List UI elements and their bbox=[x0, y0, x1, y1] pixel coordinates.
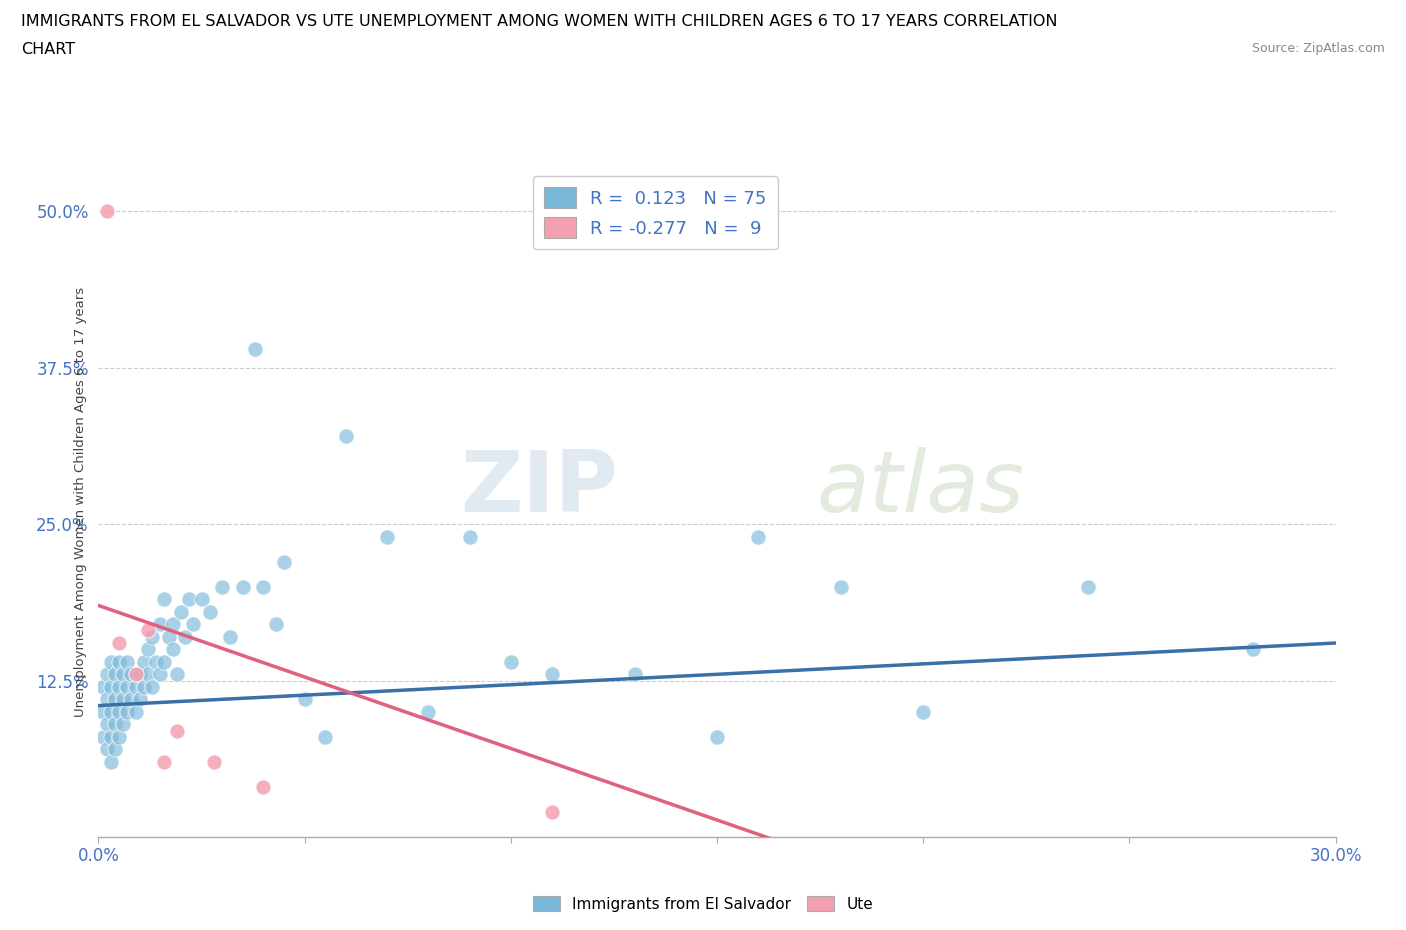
Text: CHART: CHART bbox=[21, 42, 75, 57]
Point bbox=[91, 680, 114, 695]
Point bbox=[418, 704, 440, 719]
Point bbox=[179, 591, 201, 606]
Point bbox=[243, 341, 266, 356]
Point bbox=[541, 667, 564, 682]
Point bbox=[141, 630, 163, 644]
Point bbox=[108, 655, 131, 670]
Point bbox=[166, 667, 188, 682]
Point bbox=[912, 704, 935, 719]
Point bbox=[202, 754, 225, 769]
Point bbox=[100, 655, 122, 670]
Point bbox=[219, 630, 242, 644]
Point bbox=[232, 579, 254, 594]
Point bbox=[141, 680, 163, 695]
Point bbox=[117, 655, 139, 670]
Point bbox=[108, 635, 131, 650]
Point bbox=[128, 667, 150, 682]
Point bbox=[162, 642, 184, 657]
Point bbox=[157, 630, 180, 644]
Point bbox=[96, 742, 118, 757]
Point bbox=[174, 630, 197, 644]
Point bbox=[124, 680, 146, 695]
Point bbox=[149, 667, 172, 682]
Point bbox=[117, 704, 139, 719]
Point bbox=[108, 704, 131, 719]
Legend: R =  0.123   N = 75, R = -0.277   N =  9: R = 0.123 N = 75, R = -0.277 N = 9 bbox=[533, 177, 778, 249]
Point bbox=[96, 204, 118, 219]
Point bbox=[112, 667, 135, 682]
Point bbox=[112, 717, 135, 732]
Point bbox=[375, 529, 398, 544]
Point bbox=[541, 804, 564, 819]
Text: IMMIGRANTS FROM EL SALVADOR VS UTE UNEMPLOYMENT AMONG WOMEN WITH CHILDREN AGES 6: IMMIGRANTS FROM EL SALVADOR VS UTE UNEMP… bbox=[21, 14, 1057, 29]
Point bbox=[1077, 579, 1099, 594]
Point bbox=[120, 667, 142, 682]
Point bbox=[252, 779, 274, 794]
Point bbox=[117, 680, 139, 695]
Point bbox=[211, 579, 233, 594]
Point bbox=[458, 529, 481, 544]
Point bbox=[623, 667, 645, 682]
Point bbox=[162, 617, 184, 631]
Point bbox=[149, 617, 172, 631]
Point bbox=[252, 579, 274, 594]
Point bbox=[136, 623, 159, 638]
Point bbox=[91, 729, 114, 744]
Point bbox=[120, 692, 142, 707]
Point bbox=[91, 704, 114, 719]
Point bbox=[153, 591, 176, 606]
Y-axis label: Unemployment Among Women with Children Ages 6 to 17 years: Unemployment Among Women with Children A… bbox=[75, 287, 87, 717]
Point bbox=[294, 692, 316, 707]
Point bbox=[273, 554, 295, 569]
Point bbox=[136, 667, 159, 682]
Point bbox=[96, 667, 118, 682]
Point bbox=[132, 655, 155, 670]
Text: Source: ZipAtlas.com: Source: ZipAtlas.com bbox=[1251, 42, 1385, 55]
Text: ZIP: ZIP bbox=[460, 447, 619, 530]
Point bbox=[153, 655, 176, 670]
Point bbox=[112, 692, 135, 707]
Point bbox=[181, 617, 204, 631]
Point bbox=[108, 680, 131, 695]
Point bbox=[335, 429, 357, 444]
Point bbox=[104, 667, 127, 682]
Point bbox=[706, 729, 728, 744]
Point bbox=[124, 667, 146, 682]
Point bbox=[170, 604, 193, 619]
Point bbox=[136, 642, 159, 657]
Point bbox=[198, 604, 221, 619]
Point bbox=[100, 754, 122, 769]
Point bbox=[96, 692, 118, 707]
Point bbox=[104, 717, 127, 732]
Point bbox=[314, 729, 336, 744]
Point bbox=[153, 754, 176, 769]
Point bbox=[108, 729, 131, 744]
Point bbox=[100, 680, 122, 695]
Point bbox=[499, 655, 522, 670]
Point bbox=[264, 617, 287, 631]
Point bbox=[166, 724, 188, 738]
Point bbox=[104, 742, 127, 757]
Text: atlas: atlas bbox=[815, 447, 1024, 530]
Point bbox=[747, 529, 769, 544]
Point bbox=[124, 704, 146, 719]
Point bbox=[132, 680, 155, 695]
Legend: Immigrants from El Salvador, Ute: Immigrants from El Salvador, Ute bbox=[527, 889, 879, 918]
Point bbox=[100, 729, 122, 744]
Point bbox=[830, 579, 852, 594]
Point bbox=[190, 591, 212, 606]
Point bbox=[104, 692, 127, 707]
Point bbox=[1241, 642, 1264, 657]
Point bbox=[96, 717, 118, 732]
Point bbox=[145, 655, 167, 670]
Point bbox=[128, 692, 150, 707]
Point bbox=[100, 704, 122, 719]
